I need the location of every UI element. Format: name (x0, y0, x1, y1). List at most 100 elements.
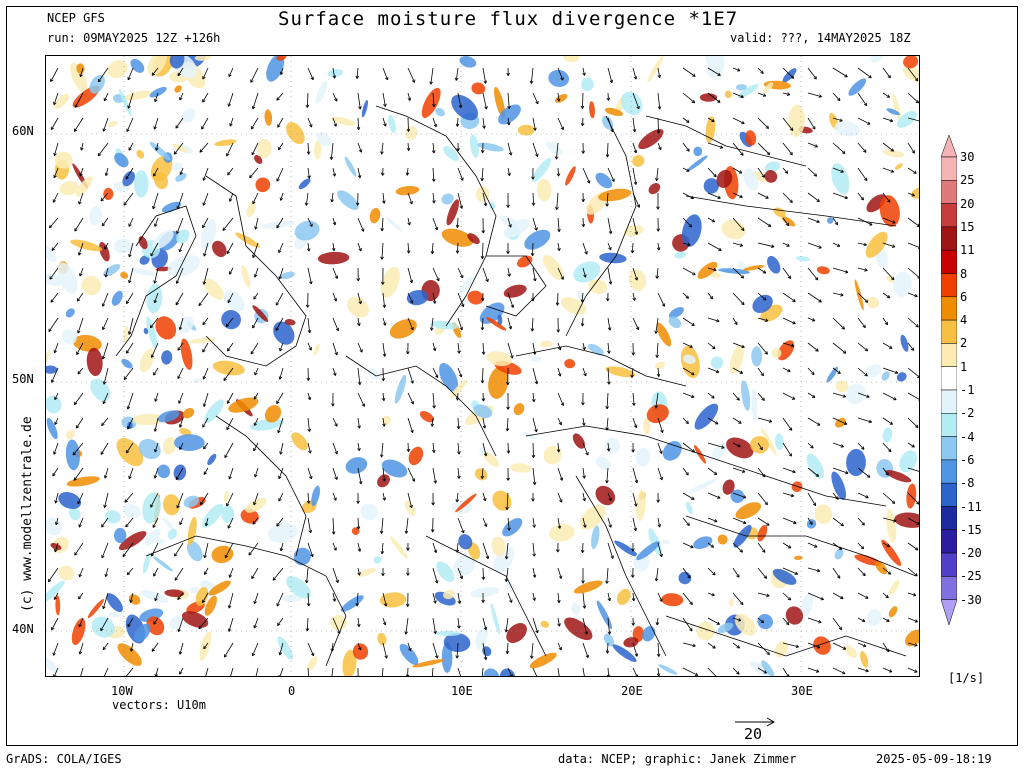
wind-vector-arrow (782, 117, 794, 131)
wind-vector-arrow (51, 367, 59, 383)
lat-label-60n: 60N (12, 124, 34, 138)
wind-vector-arrow (481, 667, 484, 676)
wind-vector-arrow (405, 667, 410, 676)
wind-vector-arrow (457, 567, 463, 580)
wind-vector-arrow (430, 517, 435, 533)
wind-vector-arrow (382, 317, 387, 326)
wind-vector-arrow (406, 567, 410, 576)
flux-field-patch (122, 171, 136, 187)
wind-vector-arrow (882, 67, 891, 79)
wind-vector-arrow (907, 442, 915, 448)
flux-field-patch (377, 474, 390, 488)
wind-vector-arrow (832, 267, 849, 274)
wind-vector-arrow (630, 367, 634, 378)
flux-field-patch (548, 69, 570, 87)
flux-field-patch (564, 358, 576, 369)
wind-vector-arrow (632, 492, 638, 507)
wind-vector-arrow (227, 592, 234, 609)
flux-field-patch (187, 516, 197, 546)
wind-vector-arrow (582, 592, 587, 609)
wind-vector-arrow (857, 417, 872, 424)
flux-field-patch (75, 176, 93, 197)
wind-vector-arrow (202, 217, 209, 229)
flux-field-patch (875, 561, 888, 575)
flux-field-patch (149, 86, 167, 98)
wind-vector-arrow (175, 267, 184, 284)
flux-field-patch (492, 490, 512, 511)
wind-vector-arrow (907, 342, 915, 351)
wind-vector-arrow (882, 517, 897, 523)
flux-field-patch (139, 255, 150, 265)
flux-field-patch (442, 589, 455, 600)
wind-vector-arrow (457, 367, 463, 378)
wind-vector-arrow (250, 342, 259, 355)
wind-vector-arrow (557, 667, 560, 676)
flux-field-patch (881, 371, 890, 381)
flux-field-patch (315, 80, 328, 104)
wind-vector-arrow (807, 667, 820, 673)
wind-vector-arrow (632, 642, 639, 657)
wind-vector-arrow (532, 617, 539, 634)
flux-field-patch (327, 69, 344, 78)
flux-field-patch (152, 556, 173, 572)
wind-vector-arrow (656, 642, 661, 657)
flux-field-patch (314, 140, 322, 160)
wind-vector-arrow (177, 67, 184, 77)
wind-vector-arrow (154, 92, 159, 103)
wind-vector-arrow (407, 467, 416, 482)
wind-vector-arrow (857, 167, 868, 182)
wind-vector-arrow (407, 317, 414, 331)
wind-vector-arrow (55, 517, 59, 526)
wind-vector-arrow (557, 467, 564, 481)
wind-vector-arrow (153, 117, 159, 130)
flux-field-patch (103, 187, 114, 201)
wind-vector-arrow (278, 492, 284, 502)
wind-vector-arrow (382, 342, 387, 357)
wind-vector-arrow (432, 92, 436, 108)
coastline-border (115, 205, 197, 357)
flux-field-patch (331, 116, 356, 126)
flux-field-patch (71, 618, 86, 646)
wind-vector-arrow (807, 267, 819, 281)
flux-field-patch (435, 107, 445, 117)
wind-vector-arrow (506, 117, 511, 126)
wind-vector-arrow (457, 292, 465, 308)
flux-field-patch (686, 155, 708, 172)
flux-field-patch (486, 317, 507, 331)
wind-vector-arrow (76, 342, 84, 355)
wind-vector-arrow (857, 292, 869, 303)
flux-field-patch (741, 380, 751, 411)
flux-field-patch (517, 124, 535, 136)
flux-field-patch (474, 468, 488, 481)
wind-vector-arrow (682, 667, 699, 676)
flux-field-patch (579, 504, 606, 530)
wind-vector-arrow (907, 292, 918, 298)
lon-label-10e: 10E (451, 684, 473, 698)
wind-vector-arrow (682, 217, 692, 228)
flux-field-patch (743, 168, 759, 191)
wind-vector-arrow (356, 267, 361, 282)
flux-field-patch (133, 170, 149, 198)
wind-vector-arrow (732, 567, 740, 578)
wind-vector-arrow (757, 442, 763, 451)
wind-vector-arrow (532, 342, 537, 355)
flux-field-patch (685, 501, 693, 515)
flux-field-patch (254, 155, 263, 164)
wind-vector-arrow (532, 92, 539, 105)
wind-vector-arrow (507, 142, 513, 156)
wind-vector-arrow (357, 367, 362, 386)
flux-field-patch (46, 580, 65, 604)
flux-field-patch (529, 652, 557, 669)
wind-vector-arrow (50, 292, 59, 303)
flux-field-patch (564, 617, 593, 641)
flux-field-patch (107, 60, 128, 79)
wind-vector-arrow (252, 242, 259, 258)
flux-field-patch (510, 463, 532, 473)
wind-vector-arrow (582, 492, 586, 502)
wind-vector-arrow (78, 192, 84, 205)
flux-field-patch (581, 77, 594, 92)
wind-vector-arrow (379, 517, 384, 534)
flux-field-patch (111, 290, 123, 306)
wind-vector-arrow (506, 243, 510, 254)
flux-field-patch (89, 74, 105, 94)
